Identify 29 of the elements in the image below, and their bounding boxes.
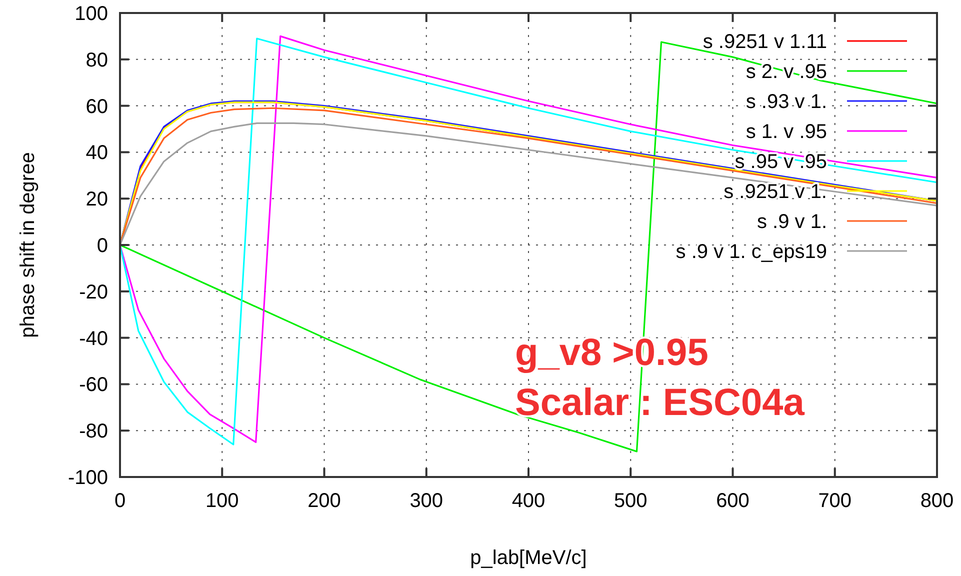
y-tick-label: 100 — [74, 3, 108, 25]
y-tick-label: 80 — [86, 49, 108, 72]
y-tick-label: 40 — [86, 142, 108, 164]
y-axis-title: phase shift in degree — [17, 152, 39, 338]
legend-label: s .93 v 1. — [746, 91, 827, 113]
y-tick-label: -60 — [79, 374, 108, 396]
y-tick-label: -80 — [79, 420, 108, 443]
x-tick-label: 300 — [410, 490, 444, 512]
annotation: Scalar : ESC04a — [515, 382, 806, 424]
y-tick-label: 0 — [96, 235, 108, 257]
x-tick-label: 0 — [114, 490, 126, 512]
y-tick-label: -100 — [68, 467, 108, 489]
x-tick-label: 500 — [614, 490, 648, 512]
x-tick-label: 100 — [205, 490, 239, 512]
y-tick-label: -40 — [79, 328, 108, 350]
legend-label: s .9251 v 1.11 — [702, 31, 827, 53]
legend-label: s .9 v 1. c_eps19 — [676, 241, 827, 263]
x-tick-label: 700 — [818, 490, 852, 512]
x-tick-label: 400 — [512, 490, 546, 512]
x-tick-label: 200 — [308, 490, 341, 512]
y-tick-label: 20 — [86, 188, 108, 211]
y-tick-label: 60 — [86, 96, 108, 118]
x-tick-label: 600 — [716, 490, 750, 512]
legend-label: s .9251 v 1. — [724, 181, 827, 203]
legend-label: s .9 v 1. — [756, 211, 827, 233]
x-tick-label: 800 — [920, 490, 954, 512]
legend-label: s 1. v .95 — [746, 121, 827, 143]
y-tick-label: -20 — [79, 281, 108, 304]
x-axis-title: p_lab[MeV/c] — [470, 547, 587, 569]
